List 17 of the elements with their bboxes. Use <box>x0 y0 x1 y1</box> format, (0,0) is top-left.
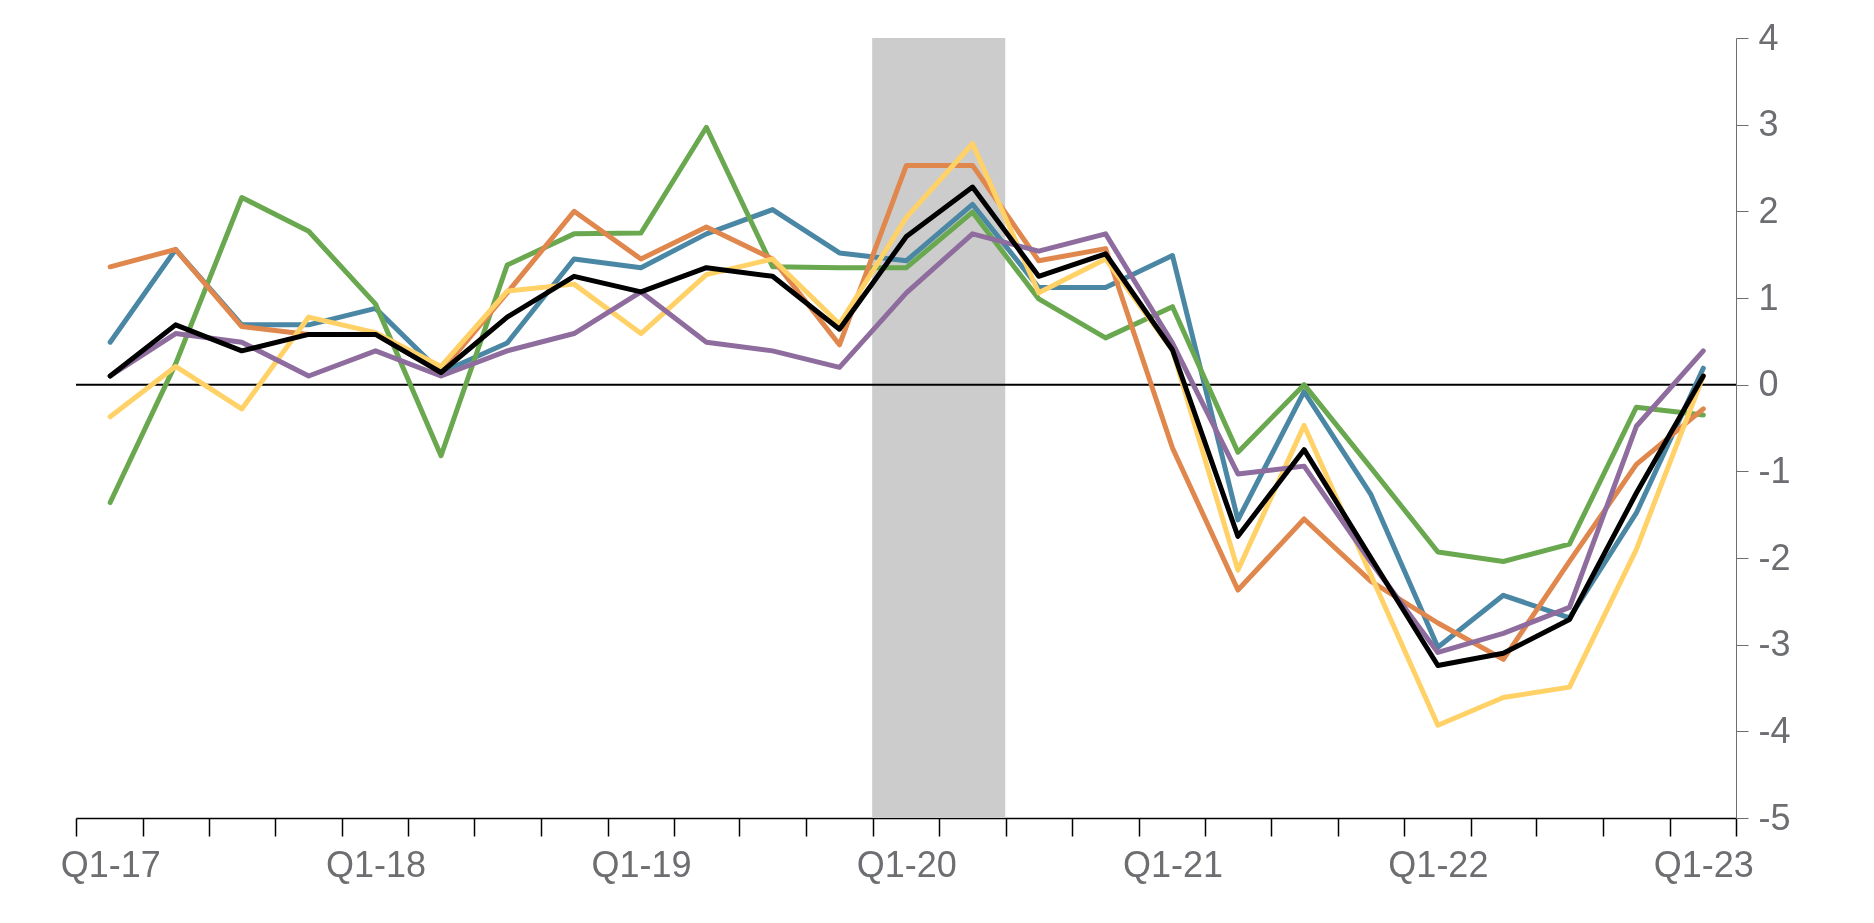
x-tick-label: Q1-19 <box>591 843 692 885</box>
y-tick-label: 0 <box>1758 363 1779 405</box>
y-tick-label: 1 <box>1758 276 1779 318</box>
x-tick-label: Q1-22 <box>1388 843 1489 885</box>
y-tick-label: -1 <box>1758 449 1791 491</box>
x-tick-label: Q1-17 <box>60 843 161 885</box>
y-tick-label: -2 <box>1758 536 1791 578</box>
y-tick-label: 4 <box>1758 16 1779 58</box>
y-tick-label: 3 <box>1758 103 1779 145</box>
x-tick-label: Q1-21 <box>1122 843 1224 885</box>
x-tick-label: Q1-23 <box>1653 843 1754 885</box>
x-tick-label: Q1-20 <box>856 843 957 885</box>
y-tick-label: -3 <box>1758 623 1791 665</box>
y-tick-label: 2 <box>1758 189 1779 231</box>
x-tick-label: Q1-18 <box>326 843 427 885</box>
y-tick-label: -4 <box>1758 709 1791 751</box>
y-tick-label: -5 <box>1758 796 1791 838</box>
